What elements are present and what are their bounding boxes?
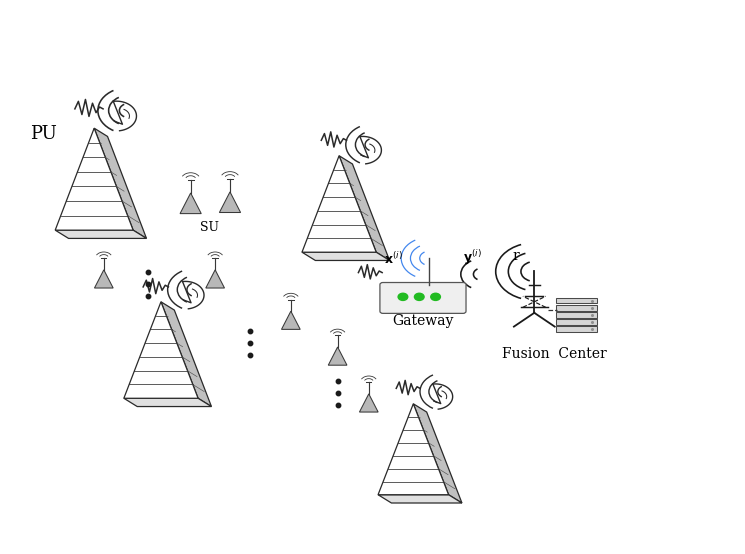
Circle shape	[431, 293, 440, 300]
Polygon shape	[94, 128, 147, 238]
Polygon shape	[206, 270, 224, 288]
Polygon shape	[282, 311, 300, 330]
Text: Gateway: Gateway	[393, 315, 454, 329]
Polygon shape	[359, 394, 378, 412]
FancyBboxPatch shape	[380, 283, 466, 314]
Text: PU: PU	[30, 125, 57, 143]
Bar	[557, 326, 597, 332]
Polygon shape	[329, 347, 347, 365]
Polygon shape	[55, 230, 147, 238]
Polygon shape	[339, 156, 390, 260]
Polygon shape	[124, 302, 198, 398]
Polygon shape	[302, 252, 390, 260]
Polygon shape	[378, 404, 448, 495]
Polygon shape	[161, 302, 212, 407]
Circle shape	[398, 293, 408, 300]
Polygon shape	[413, 404, 462, 503]
Circle shape	[414, 293, 424, 300]
Text: $\mathbf{y}^{(i)}$: $\mathbf{y}^{(i)}$	[463, 248, 482, 267]
Bar	[557, 312, 597, 318]
Polygon shape	[55, 128, 133, 230]
Polygon shape	[95, 270, 113, 288]
Polygon shape	[302, 156, 376, 252]
Polygon shape	[180, 193, 201, 214]
Polygon shape	[378, 495, 462, 503]
Bar	[557, 319, 597, 325]
Text: SU: SU	[200, 222, 218, 234]
Text: r: r	[513, 249, 519, 263]
Text: Fusion  Center: Fusion Center	[502, 347, 606, 361]
Polygon shape	[124, 398, 212, 407]
Text: $\mathbf{x}^{(i)}$: $\mathbf{x}^{(i)}$	[384, 251, 402, 267]
Bar	[557, 297, 597, 304]
Polygon shape	[219, 192, 241, 213]
Bar	[557, 305, 597, 311]
